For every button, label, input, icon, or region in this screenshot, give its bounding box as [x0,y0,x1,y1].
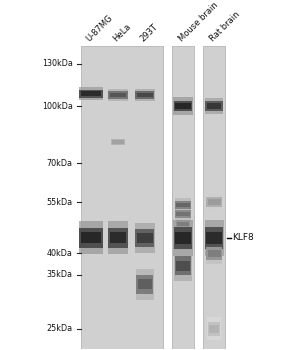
Bar [206,232,222,244]
Bar [176,203,189,207]
Text: 293T: 293T [139,22,160,43]
Bar [175,201,191,209]
Text: 70kDa: 70kDa [47,159,73,168]
Bar [176,260,190,271]
Bar [110,136,126,147]
Bar [80,228,103,248]
Bar [174,97,193,115]
Text: 35kDa: 35kDa [47,270,73,279]
Bar [80,90,103,98]
Bar [135,89,155,101]
Bar [135,91,154,99]
Bar [108,91,128,99]
Bar [208,199,221,205]
Bar [204,220,224,256]
Text: 25kDa: 25kDa [47,324,73,333]
Text: HeLa: HeLa [112,22,133,43]
Bar [81,91,101,96]
Bar [79,222,103,254]
Text: 100kDa: 100kDa [42,102,73,111]
Bar [174,256,191,275]
Bar [208,322,220,336]
Bar [110,232,126,244]
Text: KLF8: KLF8 [232,233,254,243]
Bar [175,198,191,212]
Bar [207,317,221,340]
Bar [176,212,189,216]
Bar [138,279,152,289]
Bar [176,218,190,230]
Bar [175,208,191,220]
Bar [206,247,222,260]
Bar [174,101,192,111]
Bar [79,87,103,100]
Text: Mouse brain: Mouse brain [177,0,220,43]
Bar [108,228,128,248]
Bar [108,89,128,101]
Bar [207,103,222,109]
Bar [112,140,124,144]
Bar [203,46,225,349]
Bar [205,227,223,249]
Bar [135,223,155,253]
Text: 40kDa: 40kDa [47,249,73,258]
Bar [205,101,223,111]
Bar [81,46,163,349]
Bar [174,227,192,249]
Bar [205,98,223,114]
Bar [110,93,126,97]
Bar [209,325,220,332]
Bar [174,220,193,256]
Bar [81,232,101,244]
Bar [137,93,153,97]
Bar [175,210,191,218]
Bar [135,229,154,247]
Bar [206,197,222,207]
Bar [137,233,153,243]
Bar [177,222,189,226]
Bar [136,269,154,300]
Text: 55kDa: 55kDa [47,198,73,206]
Bar [176,220,190,228]
Text: Rat brain: Rat brain [208,10,241,43]
Bar [208,250,221,257]
Bar [206,243,222,264]
Bar [108,222,128,254]
Bar [136,275,153,294]
Bar [175,232,191,244]
Text: U-87MG: U-87MG [85,13,115,43]
Bar [175,103,191,109]
Bar [111,139,125,145]
Text: 130kDa: 130kDa [42,60,73,68]
Bar [172,46,194,349]
Bar [206,194,222,210]
Bar [174,250,192,281]
